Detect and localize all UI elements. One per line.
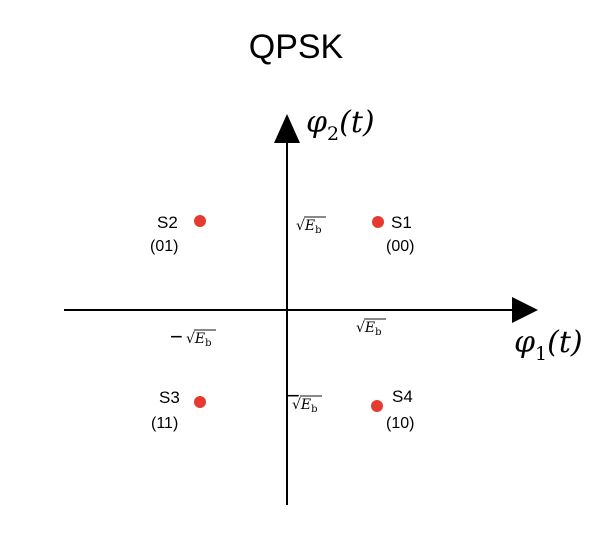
y-axis-label: φ2(t) (306, 105, 375, 145)
svg-text:√Eb: √Eb (296, 218, 322, 236)
constellation-point-s2 (194, 215, 206, 227)
constellation-point-s3 (194, 396, 206, 408)
constellation-point-s4 (371, 400, 383, 412)
point-label-s1: S1 (391, 213, 412, 232)
point-bits-s1: (00) (386, 238, 414, 255)
diagram-title: QPSK (249, 28, 344, 66)
x-axis-label: φ1(t) (514, 325, 583, 365)
svg-text:√Eb: √Eb (292, 397, 318, 415)
tick-label-x-negative: − √Eb (170, 324, 216, 349)
tick-label-y-positive: √Eb (296, 216, 326, 236)
y-axis-arrow (274, 114, 300, 143)
point-bits-s2: (01) (150, 238, 178, 255)
svg-text:−: − (287, 383, 300, 408)
point-label-s2: S2 (157, 213, 178, 232)
point-label-s4: S4 (392, 387, 413, 406)
x-axis-arrow (512, 297, 538, 323)
point-label-s3: S3 (159, 388, 180, 407)
svg-text:−: − (170, 324, 183, 349)
point-bits-s4: (10) (386, 415, 414, 432)
svg-text:√Eb: √Eb (186, 331, 212, 349)
svg-text:√Eb: √Eb (356, 320, 382, 338)
point-bits-s3: (11) (151, 415, 178, 432)
constellation-point-s1 (372, 216, 384, 228)
tick-label-x-positive: √Eb (356, 318, 386, 338)
tick-label-y-negative: − √Eb (287, 383, 322, 415)
